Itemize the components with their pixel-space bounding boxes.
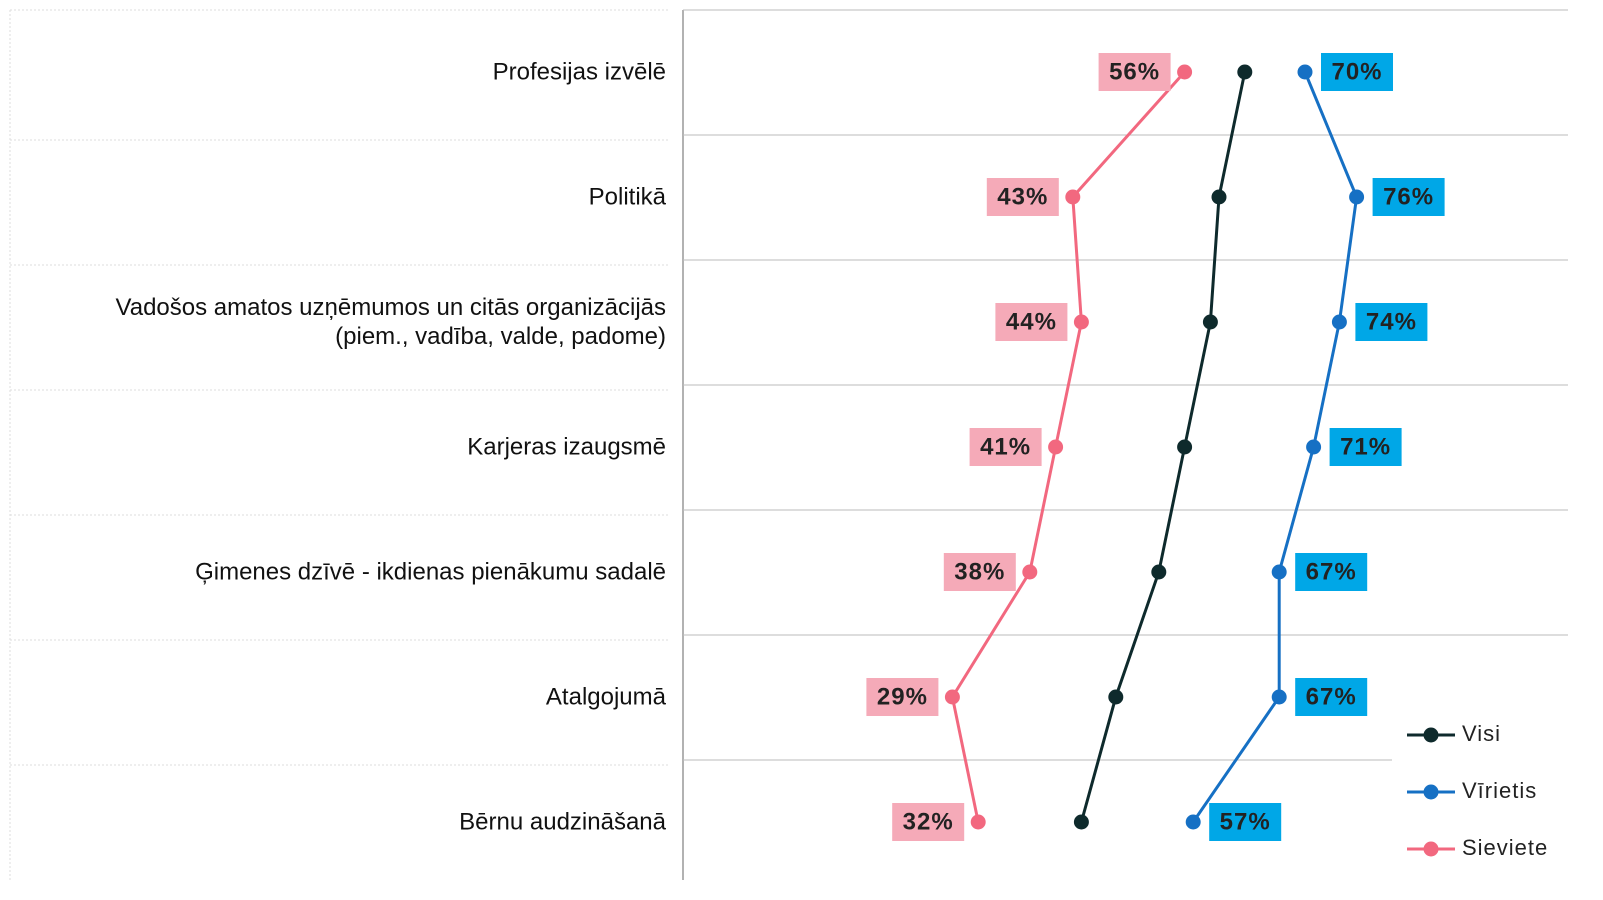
marker xyxy=(1185,814,1201,830)
category-label: Atalgojumā xyxy=(545,683,666,711)
marker xyxy=(1306,439,1322,455)
marker xyxy=(1211,189,1227,205)
marker xyxy=(1022,564,1038,580)
marker xyxy=(944,689,960,705)
value-label: 56% xyxy=(1109,58,1160,85)
value-label-box xyxy=(1355,303,1428,341)
category-label: Profesijas izvēlē xyxy=(492,58,666,86)
value-label-box xyxy=(1321,53,1393,91)
legend-marker xyxy=(1423,727,1439,743)
value-label: 76% xyxy=(1383,183,1434,210)
value-label-box xyxy=(1209,803,1282,841)
value-label-box xyxy=(995,303,1068,341)
marker xyxy=(1177,439,1193,455)
marker xyxy=(1349,189,1365,205)
value-label: 57% xyxy=(1220,808,1271,835)
value-label: 32% xyxy=(903,808,954,835)
value-label: 41% xyxy=(980,433,1031,460)
value-label: 70% xyxy=(1331,58,1382,85)
legend-box xyxy=(1392,712,1568,880)
value-label: 43% xyxy=(997,183,1048,210)
marker xyxy=(1065,189,1081,205)
value-label-box xyxy=(1329,428,1402,466)
marker xyxy=(1108,689,1124,705)
value-label: 67% xyxy=(1306,558,1357,585)
value-label: 71% xyxy=(1340,433,1391,460)
marker xyxy=(1073,814,1089,830)
legend-label: Sieviete xyxy=(1462,835,1548,860)
value-label: 67% xyxy=(1306,683,1357,710)
category-label: Politikā xyxy=(588,183,666,211)
value-label: 44% xyxy=(1006,308,1057,335)
marker xyxy=(1202,314,1218,330)
value-label-box xyxy=(1098,53,1171,91)
value-label-box xyxy=(943,553,1016,591)
value-label-box xyxy=(969,428,1042,466)
category-label: Ģimenes dzīvē - ikdienas pienākumu sadal… xyxy=(195,558,666,586)
value-label-box xyxy=(1295,553,1368,591)
category-label: Karjeras izaugsmē xyxy=(467,433,666,461)
value-label: 29% xyxy=(877,683,928,710)
legend-marker xyxy=(1423,841,1439,857)
marker xyxy=(970,814,986,830)
value-label-box xyxy=(1372,178,1445,216)
series-line xyxy=(1079,71,1247,823)
category-label: Vadošos amatos uzņēmumos un citās organi… xyxy=(115,294,667,350)
value-label: 38% xyxy=(954,558,1005,585)
marker xyxy=(1073,314,1089,330)
category-label: Bērnu audzināšanā xyxy=(459,808,666,836)
value-label: 74% xyxy=(1366,308,1417,335)
legend-label: Vīrietis xyxy=(1462,778,1537,803)
marker xyxy=(1297,64,1313,80)
marker xyxy=(1048,439,1064,455)
marker xyxy=(1271,689,1287,705)
value-label-box xyxy=(1295,678,1368,716)
marker xyxy=(1271,564,1287,580)
marker xyxy=(1331,314,1347,330)
value-label-box xyxy=(986,178,1059,216)
value-label-box xyxy=(866,678,939,716)
legend-label: Visi xyxy=(1462,721,1501,746)
legend-marker xyxy=(1423,784,1439,800)
marker xyxy=(1151,564,1167,580)
marker xyxy=(1177,64,1193,80)
value-label-box xyxy=(892,803,965,841)
marker xyxy=(1237,64,1253,80)
